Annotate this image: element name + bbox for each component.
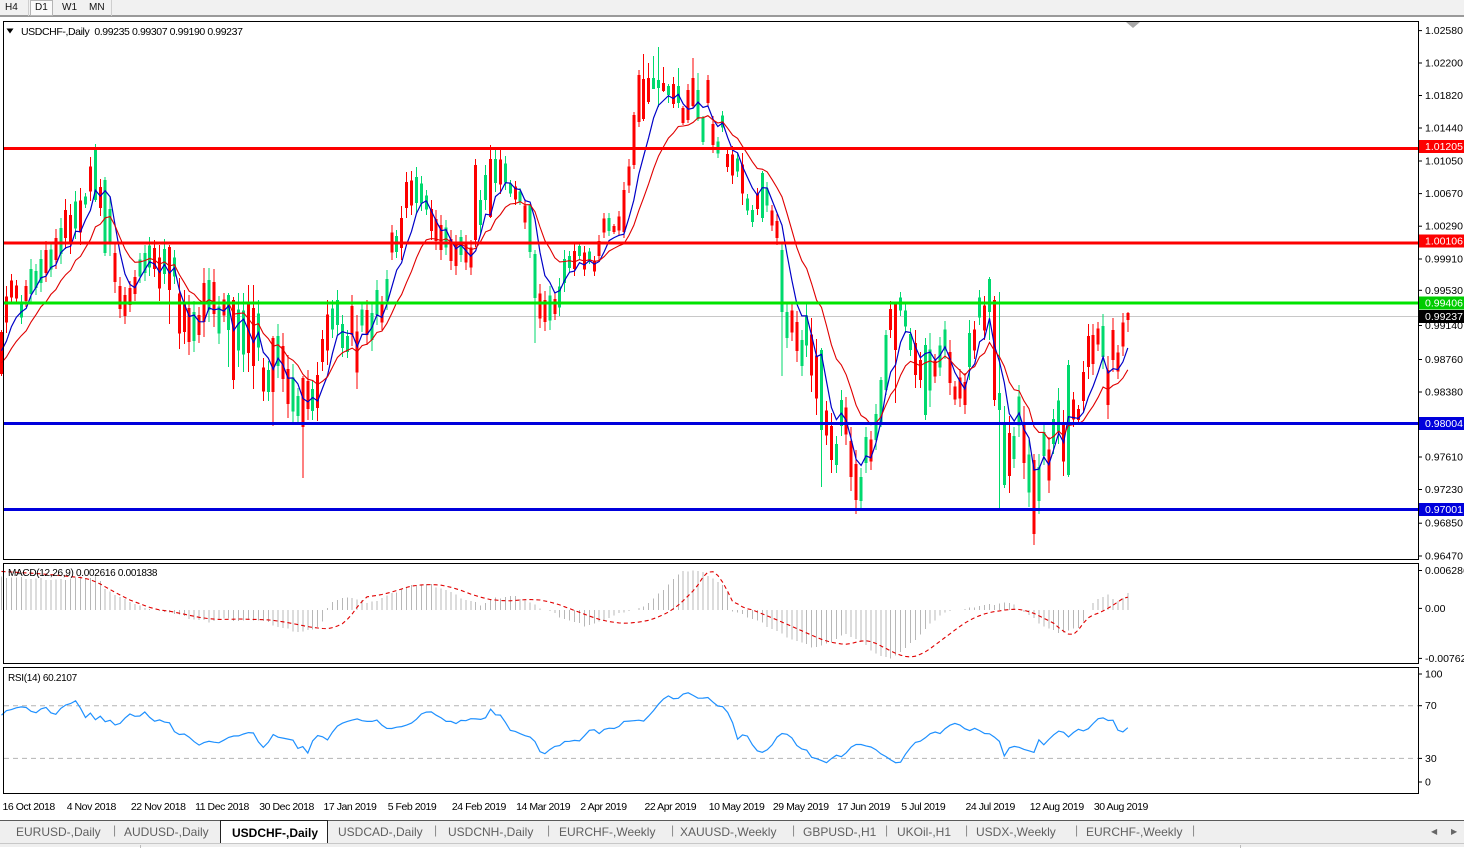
svg-text:1.01440: 1.01440	[1425, 123, 1463, 135]
svg-text:1.01050: 1.01050	[1425, 156, 1463, 168]
svg-text:USDCHF-,Daily 0.99235 0.99307: USDCHF-,Daily 0.99235 0.99307 0.99190 0.…	[21, 26, 243, 38]
svg-text:0.98004: 0.98004	[1425, 418, 1463, 430]
svg-text:0.99530: 0.99530	[1425, 285, 1463, 297]
svg-text:100: 100	[1425, 669, 1443, 681]
svg-text:16 Oct 2018: 16 Oct 2018	[3, 801, 56, 813]
svg-text:12 Aug 2019: 12 Aug 2019	[1030, 801, 1085, 813]
svg-text:1.00290: 1.00290	[1425, 221, 1463, 233]
svg-text:RSI(14) 60.2107: RSI(14) 60.2107	[8, 673, 78, 684]
svg-text:30 Dec 2018: 30 Dec 2018	[259, 801, 314, 813]
svg-text:0.96850: 0.96850	[1425, 518, 1463, 530]
svg-text:11 Dec 2018: 11 Dec 2018	[195, 801, 249, 813]
svg-text:24 Jul 2019: 24 Jul 2019	[966, 801, 1016, 813]
svg-text:0.97230: 0.97230	[1425, 484, 1463, 496]
svg-text:0.97001: 0.97001	[1425, 504, 1463, 516]
svg-text:0: 0	[1425, 777, 1431, 789]
svg-text:MACD(12,26,9) 0.002616 0.00183: MACD(12,26,9) 0.002616 0.001838	[8, 568, 158, 579]
svg-text:0.98380: 0.98380	[1425, 387, 1463, 399]
svg-text:17 Jun 2019: 17 Jun 2019	[837, 801, 890, 813]
svg-text:1.00670: 1.00670	[1425, 188, 1463, 200]
svg-text:0.96470: 0.96470	[1425, 551, 1463, 563]
svg-text:1.02580: 1.02580	[1425, 25, 1463, 37]
svg-text:30 Aug 2019: 30 Aug 2019	[1094, 801, 1149, 813]
svg-text:14 Mar 2019: 14 Mar 2019	[516, 801, 571, 813]
svg-text:22 Apr 2019: 22 Apr 2019	[645, 801, 697, 813]
svg-text:24 Feb 2019: 24 Feb 2019	[452, 801, 507, 813]
svg-text:-0.00762: -0.00762	[1425, 653, 1464, 665]
svg-text:0.97610: 0.97610	[1425, 452, 1463, 464]
svg-text:30: 30	[1425, 753, 1437, 765]
svg-text:0.00: 0.00	[1425, 603, 1446, 615]
svg-text:1.02200: 1.02200	[1425, 58, 1463, 70]
svg-text:1.01205: 1.01205	[1425, 141, 1463, 153]
svg-text:70: 70	[1425, 700, 1437, 712]
svg-text:22 Nov 2018: 22 Nov 2018	[131, 801, 186, 813]
svg-text:0.99406: 0.99406	[1425, 298, 1463, 310]
svg-text:10 May 2019: 10 May 2019	[709, 801, 765, 813]
svg-text:0.98760: 0.98760	[1425, 354, 1463, 366]
svg-text:5 Jul 2019: 5 Jul 2019	[901, 801, 946, 813]
svg-text:4 Nov 2018: 4 Nov 2018	[67, 801, 117, 813]
svg-text:0.99237: 0.99237	[1425, 311, 1463, 323]
svg-text:1.00106: 1.00106	[1425, 236, 1463, 248]
svg-text:5 Feb 2019: 5 Feb 2019	[388, 801, 437, 813]
svg-text:0.006286: 0.006286	[1425, 565, 1464, 577]
svg-text:17 Jan 2019: 17 Jan 2019	[324, 801, 377, 813]
svg-text:0.99910: 0.99910	[1425, 254, 1463, 266]
svg-text:1.01820: 1.01820	[1425, 90, 1463, 102]
svg-text:2 Apr 2019: 2 Apr 2019	[580, 801, 627, 813]
svg-text:29 May 2019: 29 May 2019	[773, 801, 829, 813]
